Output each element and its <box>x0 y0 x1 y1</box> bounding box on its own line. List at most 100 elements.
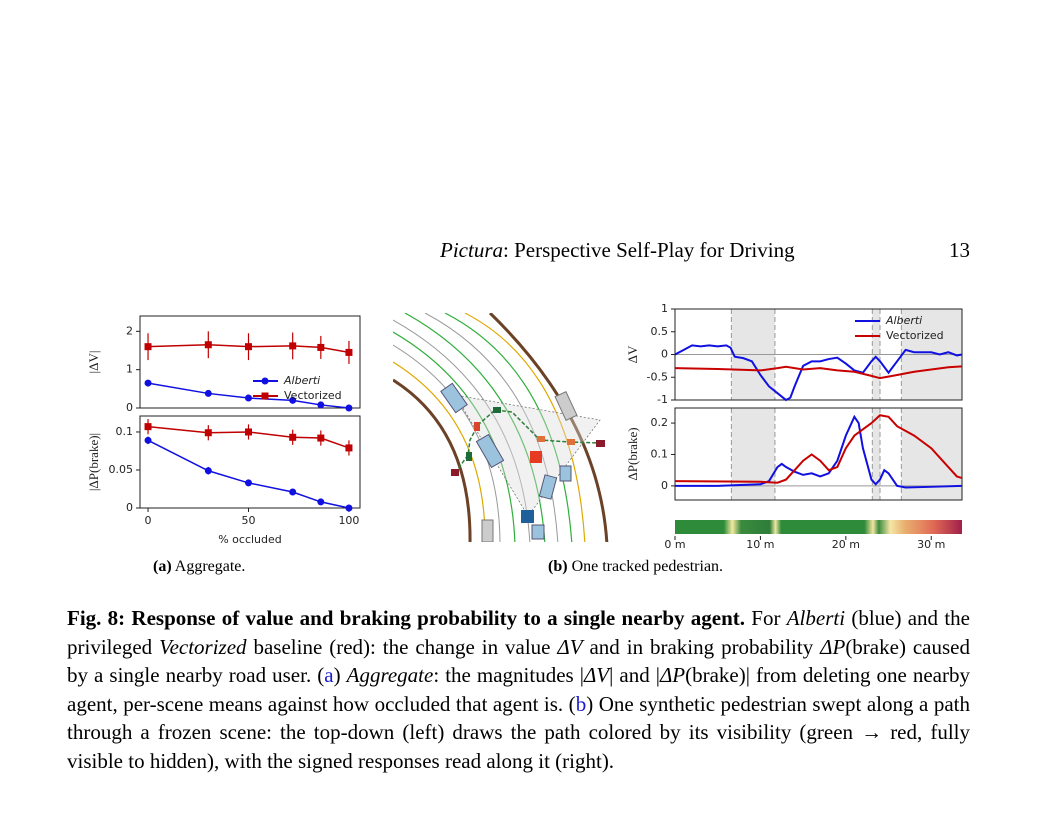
x-tick-label: 30 m <box>917 538 945 551</box>
subcaption-tag: (a) <box>153 558 172 575</box>
y-axis-label: ΔV <box>625 345 640 363</box>
axes-frame <box>139 415 361 509</box>
page-number: 13 <box>949 238 970 262</box>
subcaption-b: (b) One tracked pedestrian. <box>548 558 723 576</box>
data-point <box>244 343 252 351</box>
caption-text: | and | <box>609 663 660 687</box>
data-point <box>144 423 152 431</box>
caption-text: Aggregate <box>346 663 434 687</box>
series-line <box>675 414 963 489</box>
x-tick-label: 10 m <box>746 538 774 551</box>
data-point <box>289 433 297 441</box>
data-point <box>345 504 353 512</box>
caption-link[interactable]: a <box>324 663 334 687</box>
caption-math: ΔP <box>659 663 686 687</box>
data-point <box>345 444 353 452</box>
subcaption-text: One tracked pedestrian. <box>567 558 724 575</box>
caption-text: ) One synthetic pedestrian swept along a… <box>67 691 971 773</box>
data-point <box>317 343 325 351</box>
x-tick-label: 20 m <box>832 538 860 551</box>
caption-text: Alberti <box>786 606 846 630</box>
legend-label: Alberti <box>885 314 922 327</box>
subcaption-text: Aggregate. <box>171 558 246 575</box>
data-point <box>144 436 152 444</box>
data-point <box>317 434 325 442</box>
legend-marker <box>261 377 269 385</box>
data-point <box>244 428 252 436</box>
shaded-region <box>872 408 880 500</box>
y-tick-label: 0 <box>126 401 133 414</box>
data-point <box>345 404 353 412</box>
data-point <box>204 467 212 475</box>
y-tick-label: 1 <box>661 302 668 315</box>
header-title: : Perspective Self-Play for Driving <box>503 238 795 262</box>
y-tick-label: -1 <box>657 393 668 406</box>
y-tick-label: 0 <box>661 348 668 361</box>
series-line <box>147 425 350 449</box>
data-point <box>317 498 325 506</box>
series-line <box>147 439 350 509</box>
running-header: Pictura: Perspective Self-Play for Drivi… <box>440 238 970 263</box>
y-tick-label: 0.5 <box>651 325 669 338</box>
y-axis-label: |ΔP(brake)| <box>86 433 101 491</box>
y-tick-label: 0 <box>126 501 133 514</box>
caption-title: Fig. 8: Response of value and braking pr… <box>67 606 746 630</box>
caption-text: For <box>745 606 787 630</box>
y-tick-label: 0.1 <box>116 425 134 438</box>
y-tick-label: 0.05 <box>109 463 134 476</box>
y-tick-label: 0.2 <box>651 416 669 429</box>
x-tick-label: 100 <box>338 514 359 527</box>
axes-frame <box>139 315 361 409</box>
y-tick-label: 1 <box>126 363 133 376</box>
caption-math: ΔV <box>583 663 610 687</box>
series-line <box>674 365 963 380</box>
caption-link[interactable]: b <box>575 691 587 716</box>
shaded-region <box>901 408 962 500</box>
data-point <box>289 488 297 496</box>
data-point <box>144 379 152 387</box>
y-tick-label: 0.1 <box>651 447 669 460</box>
caption-text: : the magnitudes | <box>433 663 584 687</box>
caption-text: (brake)| from deleting one nearby agent,… <box>67 663 971 716</box>
subcaption-tag: (b) <box>548 558 568 575</box>
caption-math: ΔP <box>820 634 846 659</box>
x-tick-label: 50 <box>241 514 255 527</box>
legend-marker <box>261 392 269 400</box>
series-line <box>148 343 350 354</box>
caption-text: and in braking probability <box>582 634 821 659</box>
caption-text: ) <box>333 663 347 687</box>
top-down-scene <box>393 313 609 542</box>
data-point <box>204 429 212 437</box>
y-axis-label: ΔP(brake) <box>625 427 640 480</box>
x-axis-label: % occluded <box>218 533 282 546</box>
header-title-italic: Pictura <box>440 238 503 262</box>
data-point <box>244 394 252 402</box>
data-point <box>244 479 252 487</box>
caption-text: (blue) and the privileged <box>67 606 970 659</box>
legend-label: Vectorized <box>886 329 944 342</box>
legend-label: Vectorized <box>284 389 342 402</box>
x-tick-label: 0 m <box>664 538 685 551</box>
legend-label: Alberti <box>283 374 320 387</box>
figure-caption: Fig. 8: Response of value and braking pr… <box>67 604 970 775</box>
series-line <box>147 382 350 409</box>
data-point <box>144 343 152 351</box>
data-point <box>204 341 212 349</box>
data-point <box>345 348 353 356</box>
visibility-strip <box>675 520 962 534</box>
caption-text: (brake) caused by a single nearby road u… <box>67 634 970 688</box>
y-axis-label: |ΔV| <box>86 351 101 374</box>
series-line <box>674 344 963 402</box>
data-point <box>317 401 325 409</box>
data-point <box>289 396 297 404</box>
x-tick-label: 0 <box>145 514 152 527</box>
caption-math: ΔV <box>557 634 583 659</box>
y-tick-label: -0.5 <box>647 370 668 383</box>
caption-text: Vectorized <box>159 634 247 659</box>
y-tick-label: 2 <box>126 324 133 337</box>
data-point <box>289 342 297 350</box>
data-point <box>204 389 212 397</box>
subcaption-a: (a) Aggregate. <box>153 558 245 576</box>
